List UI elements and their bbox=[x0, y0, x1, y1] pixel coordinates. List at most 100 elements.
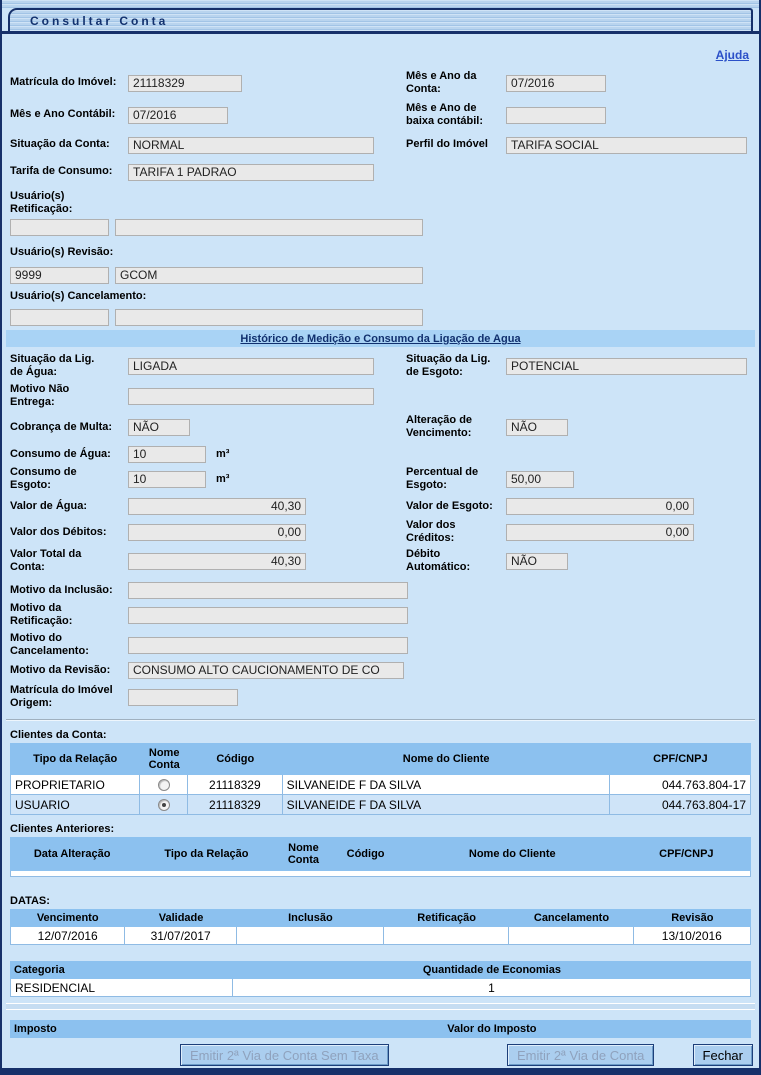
emitir-2via-button[interactable]: Emitir 2ª Via de Conta bbox=[507, 1044, 655, 1067]
consumo-agua-unit: m³ bbox=[216, 448, 230, 461]
motivo-inclusao-label: Motivo da Inclusão: bbox=[10, 583, 113, 596]
usuarios-retificacao-label: Usuário(s) Retificação: bbox=[10, 190, 73, 216]
valor-debitos-field: 0,00 bbox=[128, 523, 306, 541]
cpf-cnpj-cell: 044.763.804-17 bbox=[609, 795, 752, 816]
col-quantidade-economias: Quantidade de Economias bbox=[422, 964, 561, 977]
quantidade-economias-cell: 1 bbox=[232, 979, 751, 998]
usuarios-revisao-label: Usuário(s) Revisão: bbox=[10, 245, 114, 258]
tipo-relacao-cell: PROPRIETARIO bbox=[10, 775, 141, 796]
valor-agua-label: Valor de Água: bbox=[10, 499, 88, 512]
mes-ano-baixa-label: Mês e Ano de baixa contábil: bbox=[406, 101, 484, 127]
emitir-2via-sem-taxa-button[interactable]: Emitir 2ª Via de Conta Sem Taxa bbox=[180, 1044, 389, 1067]
historico-section-title: Histórico de Medição e Consumo da Ligaçã… bbox=[240, 332, 521, 345]
clientes-anteriores-section-label: Clientes Anteriores: bbox=[10, 823, 115, 836]
motivo-retificacao-field bbox=[128, 606, 408, 624]
perfil-imovel-field: TARIFA SOCIAL bbox=[506, 136, 747, 154]
categoria-cell: RESIDENCIAL bbox=[10, 979, 233, 998]
situacao-lig-agua-field: LIGADA bbox=[128, 357, 374, 375]
clientes-anteriores-table: Data Alteração Tipo da Relação Nome Cont… bbox=[10, 837, 751, 878]
alteracao-vencimento-field: NÃO bbox=[506, 418, 568, 436]
col-codigo: Código bbox=[346, 848, 385, 861]
col-revisao: Revisão bbox=[671, 912, 714, 925]
nome-conta-radio-proprietario[interactable] bbox=[157, 778, 170, 791]
cobranca-multa-label: Cobrança de Multa: bbox=[10, 420, 113, 433]
page-title: Consultar Conta bbox=[30, 13, 169, 28]
historico-section-header: Histórico de Medição e Consumo da Ligaçã… bbox=[6, 330, 755, 348]
usuarios-retificacao-code-field bbox=[10, 218, 109, 236]
nome-conta-radio-usuario[interactable] bbox=[157, 798, 170, 811]
categoria-row: RESIDENCIAL 1 bbox=[10, 979, 751, 998]
valor-esgoto-field: 0,00 bbox=[506, 497, 694, 515]
motivo-retificacao-label: Motivo da Retificação: bbox=[10, 602, 73, 628]
codigo-cell: 21118329 bbox=[188, 775, 283, 796]
mes-ano-baixa-field bbox=[506, 106, 606, 124]
help-link[interactable]: Ajuda bbox=[715, 48, 749, 62]
matricula-origem-label: Matrícula do Imóvel Origem: bbox=[10, 684, 113, 710]
situacao-conta-label: Situação da Conta: bbox=[10, 138, 110, 151]
col-nome-cliente: Nome do Cliente bbox=[402, 753, 490, 766]
matricula-imovel-field: 21118329 bbox=[128, 74, 242, 92]
retificacao-cell bbox=[383, 927, 510, 946]
datas-section-label: DATAS: bbox=[10, 895, 50, 908]
nome-cliente-cell: SILVANEIDE F DA SILVA bbox=[282, 795, 610, 816]
debito-automatico-label: Débito Automático: bbox=[406, 548, 471, 574]
valor-esgoto-label: Valor de Esgoto: bbox=[406, 499, 493, 512]
revisao-cell: 13/10/2016 bbox=[633, 927, 752, 946]
top-stripe bbox=[2, 0, 759, 8]
cobranca-multa-field: NÃO bbox=[128, 418, 190, 436]
cpf-cnpj-cell: 044.763.804-17 bbox=[609, 775, 752, 796]
col-cpf-cnpj: CPF/CNPJ bbox=[653, 753, 708, 766]
situacao-conta-field: NORMAL bbox=[128, 136, 374, 154]
valor-creditos-label: Valor dos Créditos: bbox=[406, 519, 456, 545]
imposto-table: Imposto Valor do Imposto bbox=[10, 1020, 751, 1039]
fechar-button[interactable]: Fechar bbox=[692, 1044, 753, 1067]
alteracao-vencimento-label: Alteração de Vencimento: bbox=[406, 414, 473, 440]
percentual-esgoto-label: Percentual de Esgoto: bbox=[406, 466, 479, 492]
motivo-cancelamento-field bbox=[128, 636, 408, 654]
mes-ano-contabil-label: Mês e Ano Contábil: bbox=[10, 108, 116, 121]
cancelamento-cell bbox=[509, 927, 634, 946]
categoria-table: Categoria Quantidade de Economias RESIDE… bbox=[10, 961, 751, 998]
consumo-esgoto-unit: m³ bbox=[216, 473, 230, 486]
motivo-revisao-label: Motivo da Revisão: bbox=[10, 663, 111, 676]
mes-ano-conta-label: Mês e Ano da Conta: bbox=[406, 69, 477, 95]
col-retificacao: Retificação bbox=[417, 912, 476, 925]
col-cpf-cnpj: CPF/CNPJ bbox=[659, 848, 714, 861]
bottom-bar bbox=[2, 1068, 759, 1075]
empty-row bbox=[10, 871, 751, 878]
consumo-esgoto-field: 10 bbox=[128, 470, 206, 488]
cliente-row-proprietario: PROPRIETARIO 21118329 SILVANEIDE F DA SI… bbox=[10, 775, 752, 796]
tarifa-consumo-field: TARIFA 1 PADRAO bbox=[128, 163, 374, 181]
mes-ano-contabil-field: 07/2016 bbox=[128, 106, 228, 124]
usuarios-retificacao-name-field bbox=[115, 218, 423, 236]
motivo-inclusao-field bbox=[128, 581, 408, 599]
debito-automatico-field: NÃO bbox=[506, 552, 568, 570]
situacao-lig-esgoto-label: Situação da Lig. de Esgoto: bbox=[406, 353, 491, 379]
usuarios-cancelamento-label: Usuário(s) Cancelamento: bbox=[10, 289, 147, 302]
inclusao-cell bbox=[236, 927, 384, 946]
motivo-cancelamento-label: Motivo do Cancelamento: bbox=[10, 632, 89, 658]
clientes-conta-table: Tipo da Relação Nome Conta Código Nome d… bbox=[10, 743, 752, 816]
percentual-esgoto-field: 50,00 bbox=[506, 470, 574, 488]
tipo-relacao-cell: USUARIO bbox=[10, 795, 141, 816]
footer-buttons: Emitir 2ª Via de Conta Sem Taxa Emitir 2… bbox=[6, 1044, 755, 1068]
datas-row: 12/07/2016 31/07/2017 13/10/2016 bbox=[10, 927, 752, 946]
motivo-nao-entrega-label: Motivo Não Entrega: bbox=[10, 383, 70, 409]
usuarios-revisao-code-field: 9999 bbox=[10, 266, 109, 284]
col-valor-imposto: Valor do Imposto bbox=[447, 1023, 537, 1036]
situacao-lig-esgoto-field: POTENCIAL bbox=[506, 357, 747, 375]
valor-debitos-label: Valor dos Débitos: bbox=[10, 525, 107, 538]
cliente-row-usuario: USUARIO 21118329 SILVANEIDE F DA SILVA 0… bbox=[10, 795, 752, 816]
situacao-lig-agua-label: Situação da Lig. de Água: bbox=[10, 353, 95, 379]
section-divider bbox=[6, 719, 755, 722]
matricula-imovel-label: Matrícula do Imóvel: bbox=[10, 76, 117, 89]
col-imposto: Imposto bbox=[14, 1023, 57, 1036]
valor-agua-field: 40,30 bbox=[128, 497, 306, 515]
spacer-band bbox=[6, 1003, 755, 1011]
usuarios-revisao-name-field: GCOM bbox=[115, 266, 423, 284]
title-underline bbox=[2, 31, 759, 34]
col-nome-conta: Nome Conta bbox=[148, 746, 180, 772]
col-tipo-relacao: Tipo da Relação bbox=[164, 848, 249, 861]
col-cancelamento: Cancelamento bbox=[533, 912, 610, 925]
codigo-cell: 21118329 bbox=[188, 795, 283, 816]
